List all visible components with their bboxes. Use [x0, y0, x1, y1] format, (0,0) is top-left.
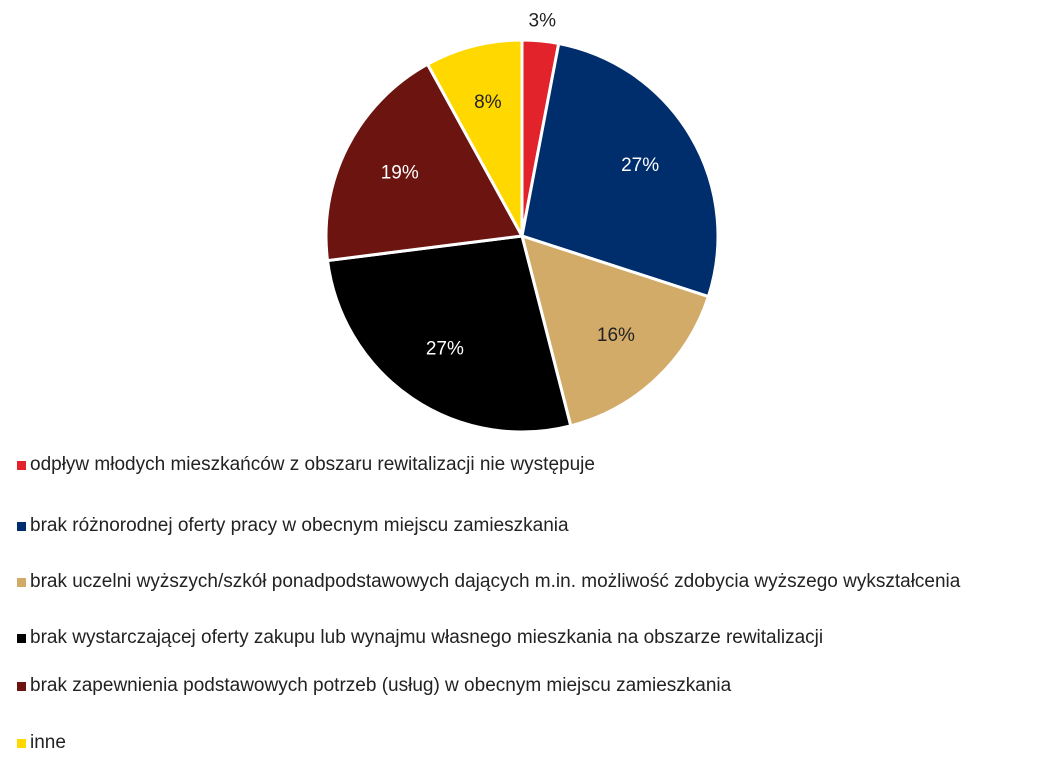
- data-label: 3%: [529, 10, 557, 31]
- legend-item: brak różnorodnej oferty pracy w obecnym …: [12, 514, 1052, 538]
- legend-item: brak wystarczającej oferty zakupu lub wy…: [12, 626, 1052, 650]
- pie-slice: [519, 233, 711, 428]
- legend-item: odpływ młodych mieszkańców z obszaru rew…: [12, 453, 1052, 477]
- legend-label: brak zapewnienia podstawowych potrzeb (u…: [30, 675, 732, 696]
- legend-swatch: [17, 682, 26, 691]
- legend-swatch: [17, 634, 26, 643]
- legend-item: brak zapewnienia podstawowych potrzeb (u…: [12, 674, 1052, 698]
- legend-label: brak wystarczającej oferty zakupu lub wy…: [30, 627, 824, 648]
- pie-slice: [325, 234, 573, 434]
- pie-area: 3% 27% 16% 27% 19% 8%: [324, 10, 720, 434]
- legend-swatch: [17, 522, 26, 531]
- legend-swatch: [17, 461, 26, 470]
- pie-slice: [324, 62, 525, 263]
- legend-label: brak różnorodnej oferty pracy w obecnym …: [30, 515, 569, 536]
- legend-swatch: [17, 739, 26, 748]
- legend-label: inne: [30, 732, 66, 753]
- data-label: 16%: [597, 325, 635, 346]
- pie-slice: [425, 38, 524, 237]
- legend-item: inne: [12, 731, 1052, 755]
- pie-slice: [520, 41, 720, 299]
- data-label: 8%: [474, 92, 502, 113]
- legend-label: brak uczelni wyższych/szkół ponadpodstaw…: [30, 571, 961, 592]
- legend-swatch: [17, 578, 26, 587]
- data-label: 19%: [381, 163, 419, 184]
- data-label: 27%: [621, 155, 659, 176]
- data-label: 27%: [426, 338, 464, 359]
- legend-label: odpływ młodych mieszkańców z obszaru rew…: [30, 454, 595, 475]
- legend-item: brak uczelni wyższych/szkół ponadpodstaw…: [12, 570, 1052, 594]
